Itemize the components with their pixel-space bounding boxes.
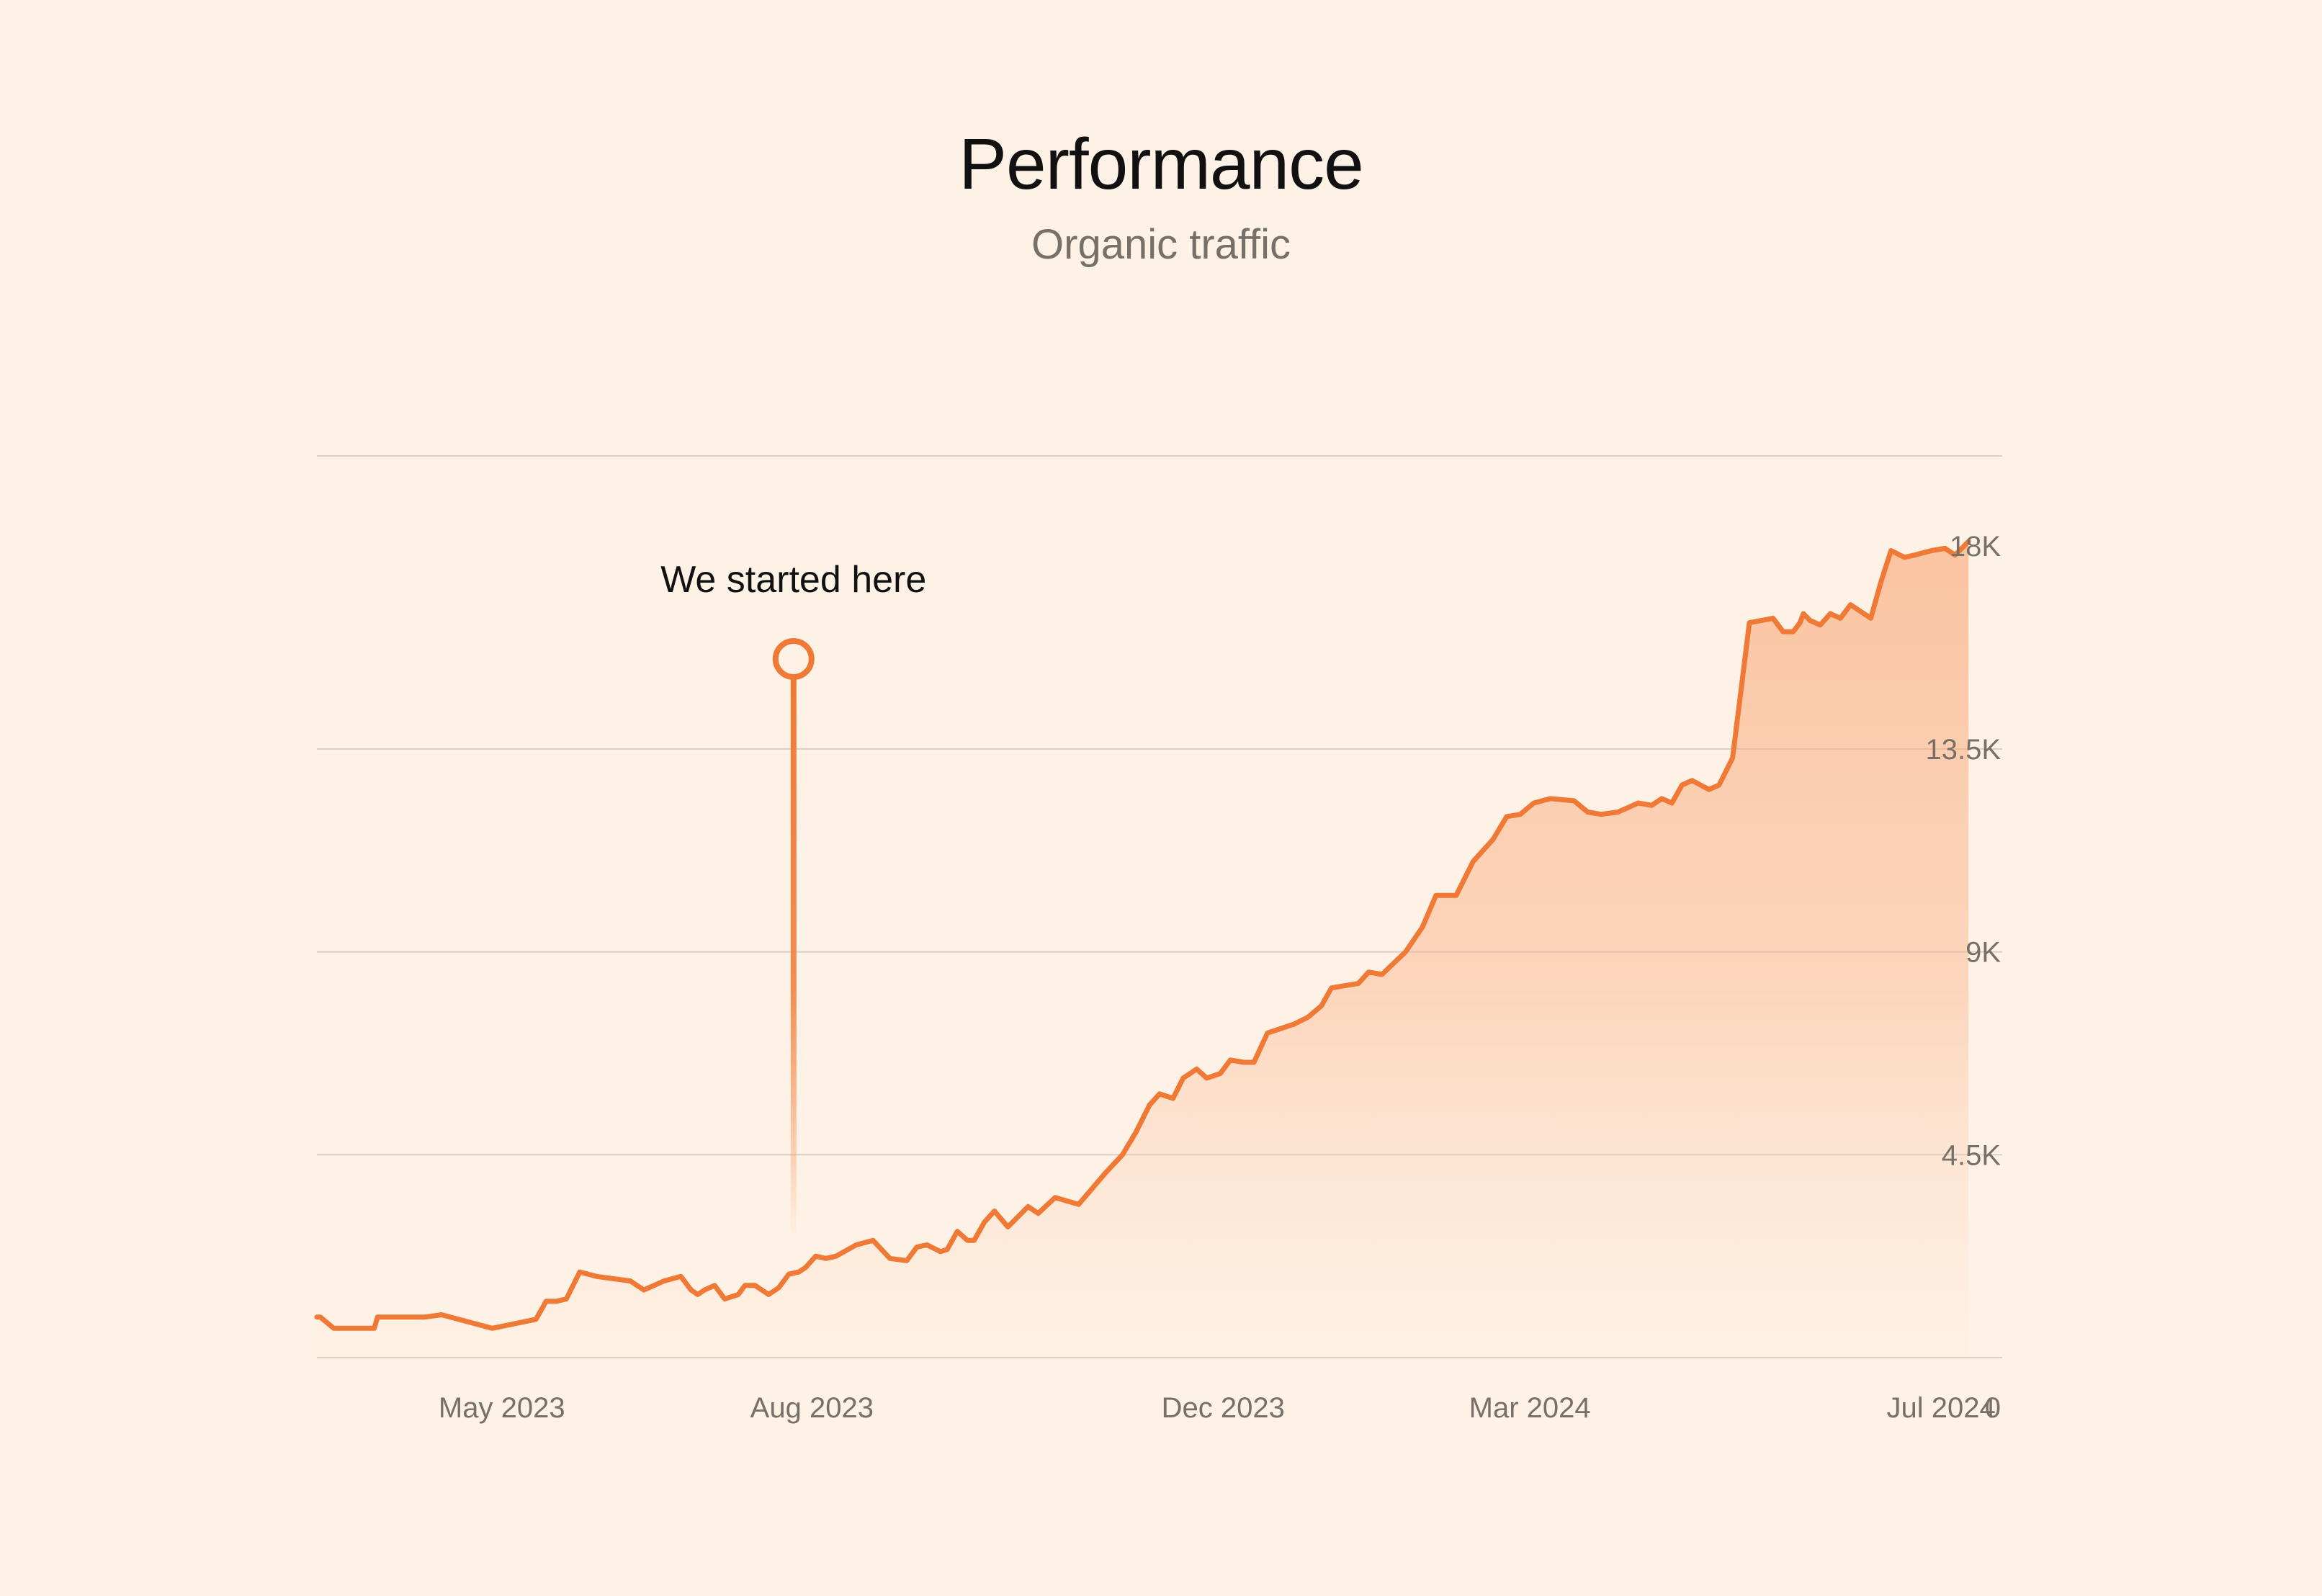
series-area <box>317 541 1969 1358</box>
annotation-marker <box>772 638 815 680</box>
area-layer <box>317 541 1969 1358</box>
x-tick-label: Dec 2023 <box>1162 1392 1285 1424</box>
annotation-layer: We started here <box>660 559 926 1239</box>
annotation-label: We started here <box>660 559 926 601</box>
annotation-stem <box>790 675 797 1239</box>
x-tick-label: May 2023 <box>439 1392 565 1424</box>
y-tick-label: 18K <box>1950 531 2001 562</box>
series-line <box>314 539 1971 1331</box>
x-tick-label: Aug 2023 <box>750 1392 874 1424</box>
x-tick-label: Jul 2024 <box>1887 1392 1996 1424</box>
y-tick-label: 0 <box>1985 1392 2001 1424</box>
x-axis-labels: May 2023 Aug 2023 Dec 2023 Mar 2024 Jul 2024 <box>439 1392 1996 1424</box>
y-axis-labels: 0 4.5K 9K 13.5K 18K <box>1925 531 2001 1424</box>
x-tick-label: Mar 2024 <box>1469 1392 1591 1424</box>
y-tick-label: 13.5K <box>1925 734 2001 766</box>
line-layer <box>314 539 1971 1331</box>
y-tick-label: 9K <box>1965 937 2001 969</box>
chart-subtitle: Organic traffic <box>1031 221 1291 268</box>
y-tick-label: 4.5K <box>1942 1139 2002 1171</box>
chart-title: Performance <box>959 124 1363 205</box>
